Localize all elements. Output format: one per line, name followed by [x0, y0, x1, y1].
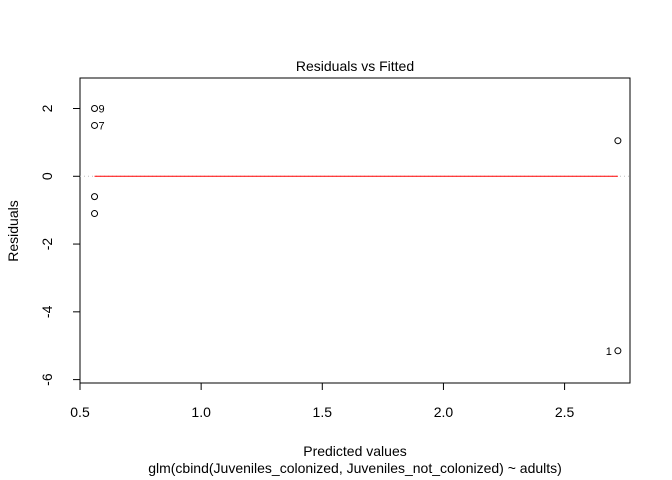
point-label: 9 — [99, 104, 105, 116]
data-point — [91, 105, 99, 112]
x-axis: 0.5 1.0 1.5 2.0 2.5 — [70, 382, 575, 420]
x-tick-label: 2.0 — [434, 404, 454, 420]
x-tick-label: 1.5 — [313, 404, 333, 420]
data-point — [91, 193, 99, 201]
y-tick-label: -2 — [39, 238, 55, 251]
x-tick-label: 1.0 — [191, 404, 211, 420]
data-point — [91, 210, 99, 218]
data-points: 9 7 1 — [91, 104, 622, 358]
y-tick-label: -6 — [39, 373, 55, 386]
chart-title: Residuals vs Fitted — [296, 58, 414, 74]
x-tick-label: 2.5 — [555, 404, 575, 420]
y-tick-label: -4 — [39, 305, 55, 318]
x-axis-subtitle: glm(cbind(Juveniles_colonized, Juveniles… — [148, 460, 562, 476]
point-label: 1 — [606, 346, 612, 358]
x-axis-label: Predicted values — [303, 443, 407, 459]
point-label: 7 — [99, 120, 105, 132]
y-axis-label: Residuals — [5, 200, 21, 261]
data-point — [614, 137, 622, 145]
y-tick-label: 2 — [39, 104, 55, 112]
y-tick-label: 0 — [39, 172, 55, 180]
data-point — [614, 347, 622, 355]
data-point — [91, 121, 99, 129]
x-tick-label: 0.5 — [70, 404, 90, 420]
y-axis: -6 -4 -2 0 2 — [39, 104, 81, 386]
